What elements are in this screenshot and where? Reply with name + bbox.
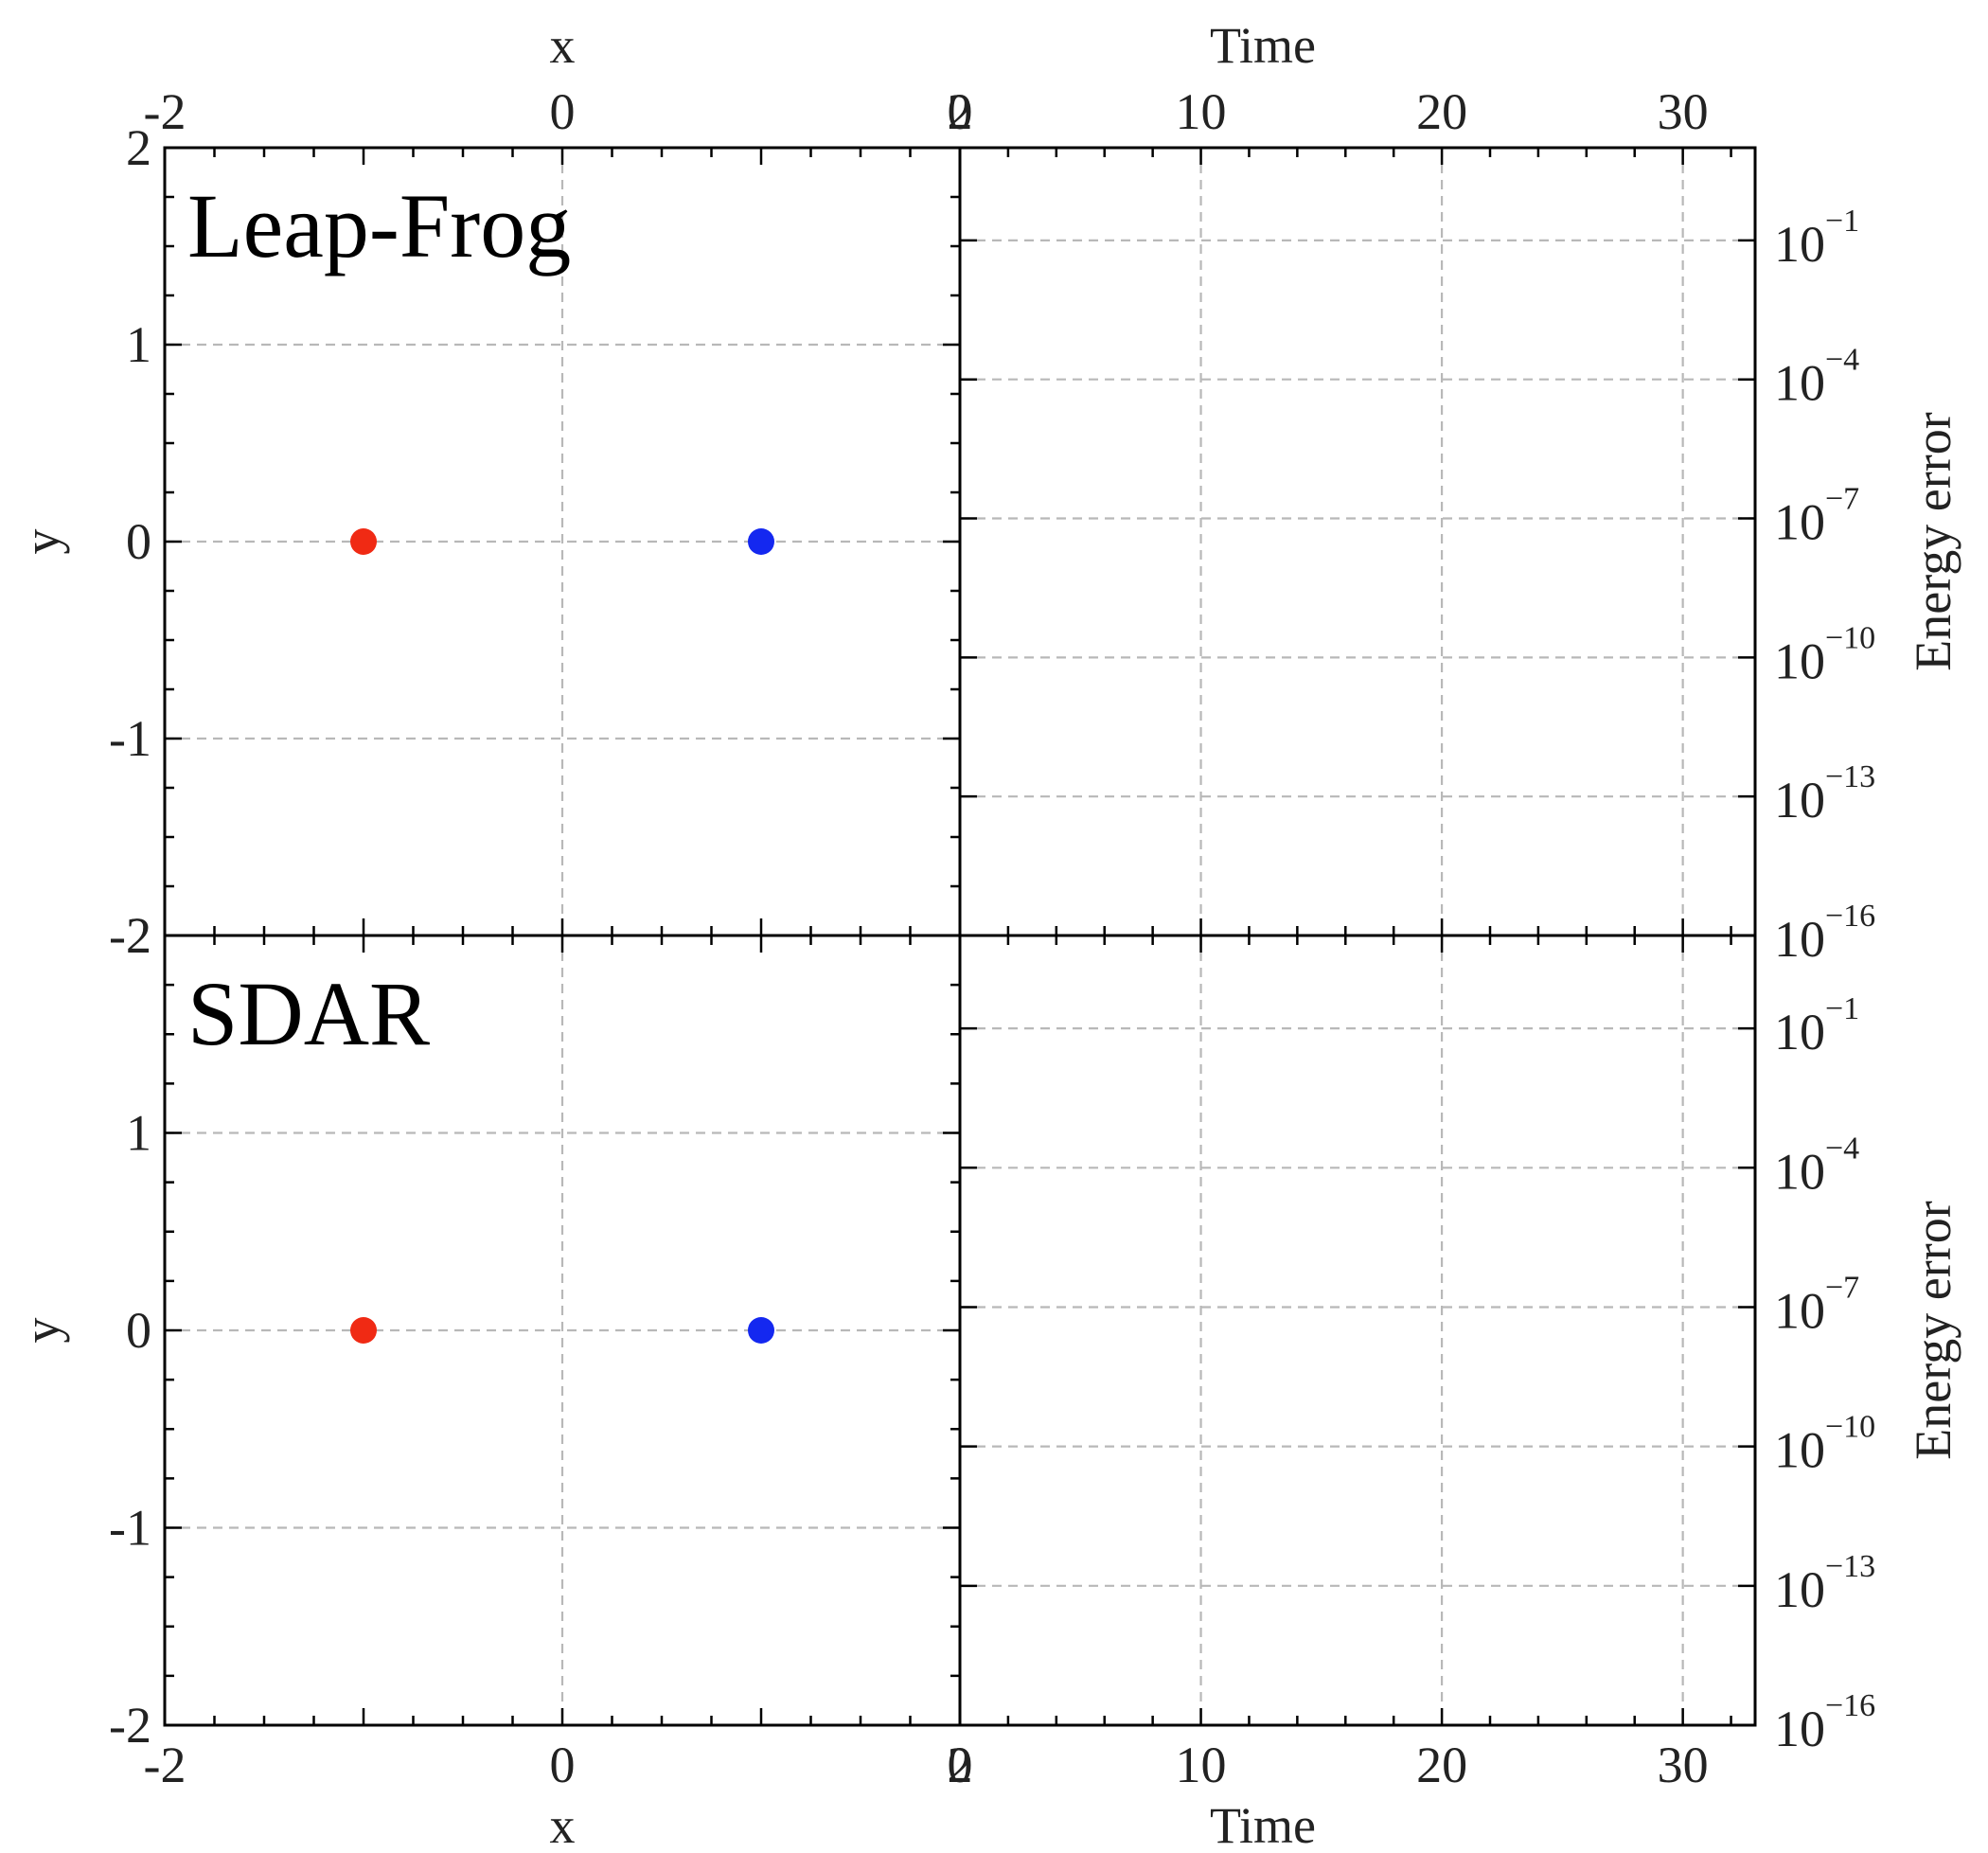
x-tick-label: 20 <box>1416 1737 1467 1793</box>
y-axis-title: Energy error <box>1905 412 1961 670</box>
y-tick-label: 10−13 <box>1774 759 1875 829</box>
x-tick-label: 2 <box>948 83 973 140</box>
y-tick-label: 10−4 <box>1774 343 1859 412</box>
y-tick-label: 10−7 <box>1774 482 1859 551</box>
y-tick-label: 1 <box>126 316 151 373</box>
y-tick-label: -1 <box>109 1500 151 1557</box>
y-tick-label: -1 <box>109 710 151 767</box>
x-tick-label: 0 <box>948 1737 973 1793</box>
y-tick-label: 10−7 <box>1774 1270 1859 1339</box>
x-tick-label: -2 <box>144 1737 186 1793</box>
x-tick-label: 20 <box>1416 83 1467 140</box>
y-axis-title: Energy error <box>1905 1201 1961 1459</box>
panel-label-sdar: SDAR <box>187 963 430 1064</box>
x-tick-label: 0 <box>948 83 973 140</box>
x-tick-label: 30 <box>1658 83 1709 140</box>
x-tick-label: 10 <box>1176 83 1227 140</box>
x-tick-label: 10 <box>1176 1737 1227 1793</box>
data-point <box>350 1317 377 1344</box>
data-point <box>748 528 774 555</box>
y-tick-label: 10−16 <box>1774 899 1875 968</box>
y-tick-label: 10−1 <box>1774 204 1859 273</box>
y-tick-label: 10−13 <box>1774 1549 1875 1618</box>
x-axis-title: x <box>550 1797 576 1853</box>
x-axis-title: Time <box>1210 1797 1316 1853</box>
y-tick-label: 2 <box>126 119 151 176</box>
y-tick-label: 0 <box>126 1302 151 1359</box>
y-axis-title: y <box>13 529 70 555</box>
y-tick-label: 2 <box>126 907 151 964</box>
y-tick-label: 10−10 <box>1774 620 1875 689</box>
x-axis-title: x <box>550 17 576 74</box>
x-axis-title: Time <box>1210 17 1316 74</box>
data-point <box>350 528 377 555</box>
x-tick-label: -2 <box>144 83 186 140</box>
plot-frame <box>958 146 1757 937</box>
plot-frame <box>958 934 1757 1727</box>
y-tick-label: 10−4 <box>1774 1131 1859 1200</box>
x-tick-label: 2 <box>948 1737 973 1793</box>
y-axis-title: y <box>13 1318 70 1344</box>
x-tick-label: 0 <box>550 83 576 140</box>
y-tick-label: 1 <box>126 1105 151 1162</box>
y-tick-label: 10−10 <box>1774 1410 1875 1479</box>
y-tick-label: 10−1 <box>1774 991 1859 1060</box>
panel-label-leapfrog: Leap-Frog <box>187 175 571 276</box>
x-tick-label: 0 <box>550 1737 576 1793</box>
data-point <box>748 1317 774 1344</box>
y-tick-label: -2 <box>109 1697 151 1754</box>
y-tick-label: 0 <box>126 513 151 570</box>
x-tick-label: 30 <box>1658 1737 1709 1793</box>
y-tick-label: -2 <box>109 907 151 964</box>
y-tick-label: 10−16 <box>1774 1688 1875 1757</box>
